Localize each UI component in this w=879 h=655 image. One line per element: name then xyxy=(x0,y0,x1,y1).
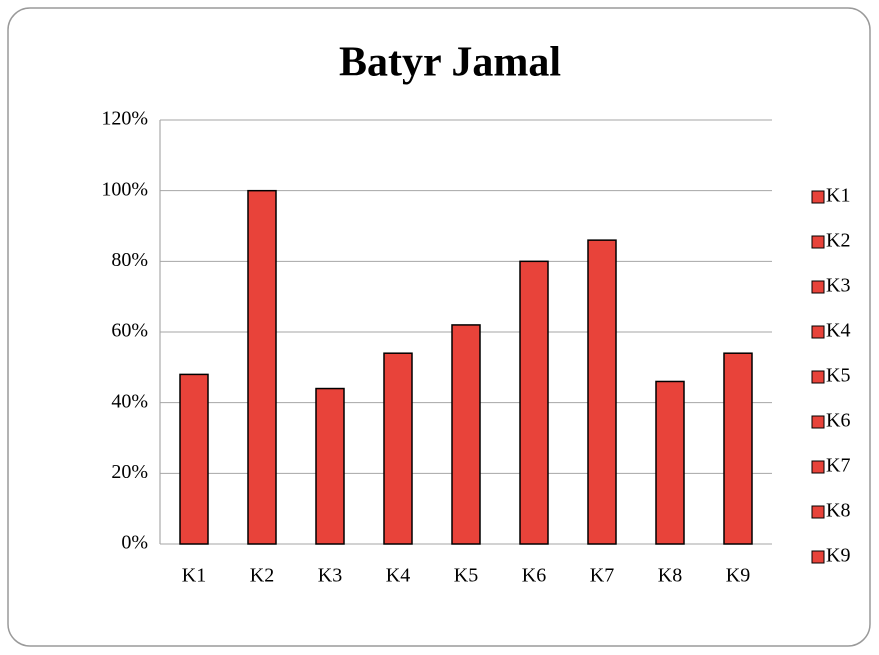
legend-label: K6 xyxy=(826,410,850,432)
legend-label: K3 xyxy=(826,275,850,297)
x-tick-label: K9 xyxy=(726,565,750,587)
legend-swatch xyxy=(811,550,825,564)
chart-frame xyxy=(7,7,871,647)
legend-swatch xyxy=(811,370,825,384)
legend-swatch xyxy=(811,460,825,474)
legend-swatch xyxy=(811,190,825,204)
legend-label: K1 xyxy=(826,185,850,207)
y-tick-label: 100% xyxy=(101,178,148,200)
x-tick-label: K5 xyxy=(454,565,478,587)
x-tick-label: K6 xyxy=(522,565,546,587)
y-tick-label: 80% xyxy=(111,249,148,271)
bar xyxy=(587,239,617,545)
bar xyxy=(655,380,685,545)
y-tick-label: 0% xyxy=(121,532,148,554)
legend-label: K5 xyxy=(826,365,850,387)
bar xyxy=(179,373,209,545)
legend-swatch xyxy=(811,505,825,519)
bar xyxy=(723,352,753,545)
x-tick-label: K8 xyxy=(658,565,682,587)
legend-label: K4 xyxy=(826,320,850,342)
y-tick-label: 60% xyxy=(111,320,148,342)
y-tick-label: 20% xyxy=(111,461,148,483)
x-tick-label: K1 xyxy=(182,565,206,587)
y-tick-label: 40% xyxy=(111,390,148,412)
bar xyxy=(247,189,277,545)
legend-swatch xyxy=(811,280,825,294)
legend-label: K7 xyxy=(826,455,850,477)
x-tick-label: K4 xyxy=(386,565,410,587)
bar xyxy=(383,352,413,545)
legend-label: K9 xyxy=(826,545,850,567)
legend-swatch xyxy=(811,325,825,339)
x-tick-label: K3 xyxy=(318,565,342,587)
legend-label: K8 xyxy=(826,500,850,522)
y-tick-label: 120% xyxy=(101,108,148,130)
bar xyxy=(315,387,345,545)
bar xyxy=(519,260,549,545)
chart-title: Batyr Jamal xyxy=(339,40,561,86)
legend-label: K2 xyxy=(826,230,850,252)
legend-swatch xyxy=(811,415,825,429)
bar xyxy=(451,324,481,545)
x-tick-label: K7 xyxy=(590,565,614,587)
legend-swatch xyxy=(811,235,825,249)
x-tick-label: K2 xyxy=(250,565,274,587)
